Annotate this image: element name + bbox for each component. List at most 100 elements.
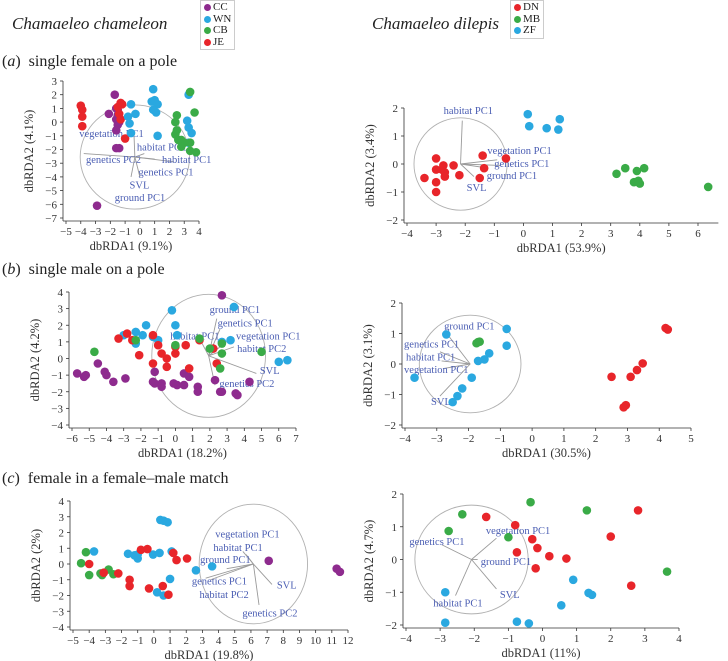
data-point-cc xyxy=(233,390,242,400)
vector-label: ground PC1 xyxy=(487,171,537,182)
x-tick-label: 2 xyxy=(167,226,173,238)
vector-label: vegetation PC1 xyxy=(236,331,300,342)
vector-label: SVL xyxy=(431,397,451,408)
vector-label: genetics PC2 xyxy=(86,155,141,166)
data-point-je xyxy=(120,134,130,143)
data-point-mb xyxy=(703,182,713,192)
y-tick-label: −4 xyxy=(51,420,63,432)
y-axis-label: dbRDA2 (4.1%) xyxy=(22,110,36,193)
data-point-je xyxy=(171,349,180,358)
series-cb xyxy=(171,87,201,157)
data-point-dn xyxy=(638,359,647,368)
x-tick-label: 10 xyxy=(310,635,322,647)
data-point-je xyxy=(158,581,168,591)
data-point-dn xyxy=(531,564,540,573)
data-point-wn xyxy=(89,547,99,556)
y-tick-label: −2 xyxy=(385,620,397,632)
data-point-cc xyxy=(184,372,194,382)
data-point-je xyxy=(148,330,158,340)
data-point-cc xyxy=(217,387,227,397)
data-point-wn xyxy=(283,355,292,365)
data-point-cc xyxy=(150,367,160,377)
cc-marker-icon xyxy=(204,4,211,12)
data-point-cc xyxy=(264,556,274,566)
x-tick-label: 4 xyxy=(656,433,662,445)
legend-label: CC xyxy=(213,1,228,13)
data-point-cb xyxy=(215,364,225,373)
data-point-dn xyxy=(481,512,491,522)
data-point-zf xyxy=(542,123,551,133)
vector-label: habitat PC1 xyxy=(433,599,482,610)
data-point-mb xyxy=(582,506,592,515)
data-point-dn xyxy=(431,177,441,187)
data-point-dn xyxy=(440,172,450,181)
data-point-wn xyxy=(165,574,175,584)
y-tick-label: 1 xyxy=(58,337,64,349)
y-axis-label: dbRDA2 (2%) xyxy=(29,529,43,602)
x-tick-label: 11 xyxy=(327,635,338,647)
data-point-mb xyxy=(504,532,513,542)
y-tick-label: 4 xyxy=(58,287,64,299)
x-tick-label: 5 xyxy=(666,228,672,240)
x-tick-label: −2 xyxy=(116,635,128,647)
data-point-je xyxy=(172,555,181,565)
y-tick-label: −2 xyxy=(51,387,63,399)
x-tick-label: −1 xyxy=(494,433,506,445)
data-point-dn xyxy=(420,173,429,183)
vector-label: habitat PC1 xyxy=(162,155,211,166)
data-point-cb xyxy=(171,130,180,139)
vector-label: SVL xyxy=(467,183,487,194)
x-axis-label: dbRDA1 (53.9%) xyxy=(517,241,606,255)
data-point-zf xyxy=(554,125,563,134)
biplot-vector xyxy=(83,153,135,158)
data-point-mb xyxy=(632,166,642,176)
x-tick-label: −2 xyxy=(468,633,480,645)
data-point-cb xyxy=(217,349,227,358)
y-tick-label: 0 xyxy=(391,359,397,371)
data-point-dn xyxy=(633,506,643,515)
vector-label: ground PC1 xyxy=(200,555,250,566)
legend-item-mb: MB xyxy=(514,13,540,26)
plot-c-right: −4 −3 −2 −1 0 1 2 3 4 2 1 0 −1 −2 dbRDA1 (11%) dbRDA2 (… xyxy=(362,489,682,660)
vector-label: SVL xyxy=(130,181,150,192)
y-tick-label: 2 xyxy=(52,90,58,102)
data-point-cb xyxy=(195,334,204,343)
vector-label: ground PC1 xyxy=(115,193,165,204)
data-point-cc xyxy=(72,369,82,378)
biplot-vector xyxy=(208,355,257,374)
x-tick-label: −1 xyxy=(132,635,144,647)
vector-label: vegetation PC1 xyxy=(487,146,551,157)
section-a-heading: (a) single female on a pole xyxy=(2,53,178,70)
y-tick-label: 2 xyxy=(392,489,398,501)
data-point-je xyxy=(153,340,163,350)
data-point-wn xyxy=(126,99,136,109)
biplot-vector xyxy=(460,120,463,165)
x-tick-label: 3 xyxy=(608,228,614,240)
x-tick-label: −4 xyxy=(101,433,113,445)
section-letter: a xyxy=(7,53,16,70)
data-point-wn xyxy=(182,116,192,126)
left-legend: CC WN CB JE xyxy=(200,0,236,50)
data-point-wn xyxy=(226,335,235,345)
vector-label: SVL xyxy=(277,580,297,591)
vector-label: ground PC1 xyxy=(444,321,494,332)
data-point-cb xyxy=(185,138,195,147)
data-point-dn xyxy=(545,551,554,561)
data-point-dn xyxy=(431,154,441,163)
y-tick-label: −7 xyxy=(45,213,57,225)
data-point-cc xyxy=(217,291,227,300)
biplot-vector xyxy=(460,163,475,177)
data-point-cc xyxy=(110,90,120,99)
x-tick-label: −4 xyxy=(401,228,413,240)
data-point-wn xyxy=(207,562,217,571)
data-point-cb xyxy=(185,87,195,97)
series-zf xyxy=(523,109,565,134)
y-tick-label: 2 xyxy=(58,320,64,332)
biplot-vector xyxy=(205,563,254,579)
data-point-dn xyxy=(606,532,616,541)
x-tick-label: 6 xyxy=(248,635,254,647)
data-point-cb xyxy=(131,335,141,345)
x-tick-label: −1 xyxy=(152,433,164,445)
biplot-vector xyxy=(134,153,145,158)
